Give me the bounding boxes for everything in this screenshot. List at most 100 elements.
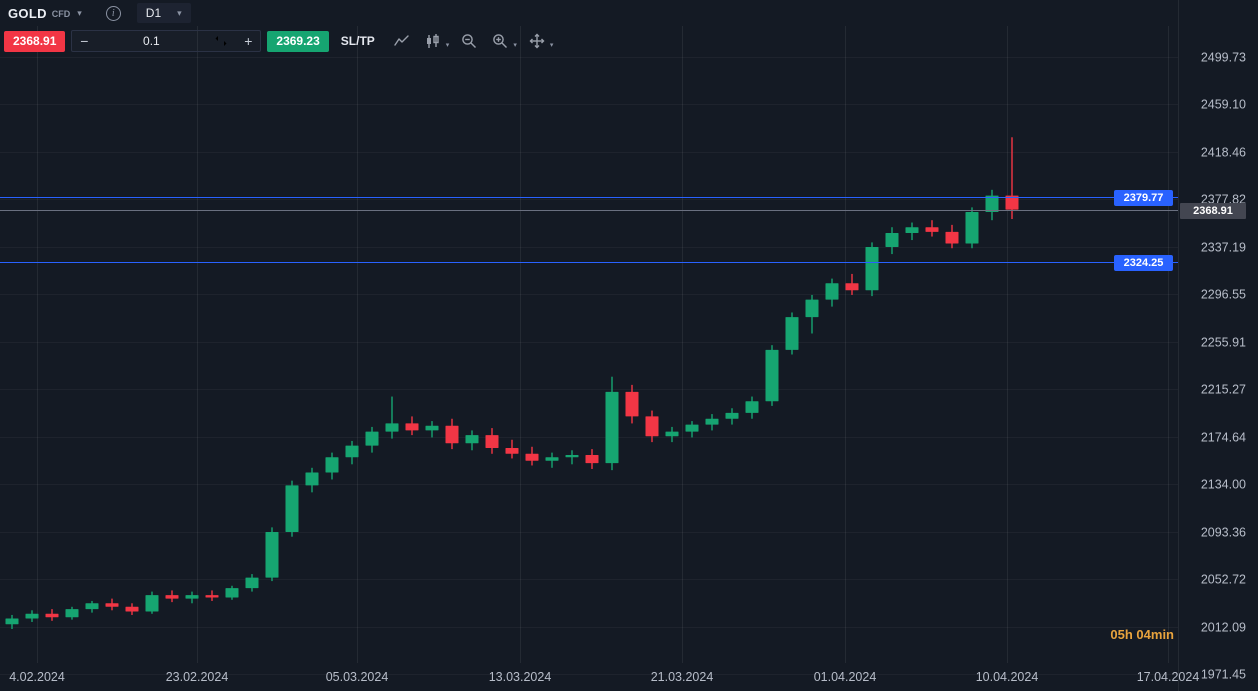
candlestick-chart-type-icon[interactable] bbox=[422, 30, 444, 52]
volume-decrease-button[interactable]: − bbox=[72, 31, 96, 51]
candle-body bbox=[725, 412, 739, 419]
candle-body bbox=[785, 317, 799, 350]
candle-body bbox=[265, 532, 279, 578]
candle-body bbox=[625, 391, 639, 417]
candle-body bbox=[205, 595, 219, 598]
y-axis-label: 2499.73 bbox=[1201, 51, 1246, 65]
current-price-badge: 2368.91 bbox=[1180, 202, 1246, 219]
symbol-name: GOLD bbox=[8, 5, 47, 21]
candle-body bbox=[745, 401, 759, 413]
x-axis-label: 21.03.2024 bbox=[651, 670, 714, 684]
candle-body bbox=[905, 227, 919, 234]
price-level-badge[interactable]: 2379.77 bbox=[1114, 189, 1173, 206]
chevron-down-icon: ▾ bbox=[77, 7, 82, 18]
y-axis-label: 2296.55 bbox=[1201, 288, 1246, 302]
candle-body bbox=[425, 425, 439, 431]
candle-countdown: 05h 04min bbox=[1110, 627, 1174, 642]
candle-body bbox=[845, 283, 859, 291]
candle-body bbox=[245, 577, 259, 589]
candle-body bbox=[305, 472, 319, 486]
info-icon[interactable]: i bbox=[105, 5, 121, 21]
candle-body bbox=[705, 418, 719, 425]
buy-button[interactable]: 2369.23 bbox=[267, 30, 329, 52]
candle-body bbox=[1005, 195, 1019, 210]
timeframe-label: D1 bbox=[145, 6, 162, 20]
y-axis-label: 2174.64 bbox=[1201, 431, 1246, 445]
chevron-down-icon[interactable]: ▾ bbox=[445, 41, 450, 49]
price-level-badge[interactable]: 2324.25 bbox=[1114, 254, 1173, 271]
candle-body bbox=[225, 588, 239, 598]
time-axis[interactable] bbox=[0, 665, 1178, 691]
pan-move-icon[interactable] bbox=[526, 30, 548, 52]
y-axis-label: 2215.27 bbox=[1201, 383, 1246, 397]
line-chart-type-icon[interactable] bbox=[391, 30, 413, 52]
candle-body bbox=[285, 485, 299, 533]
candle-body bbox=[45, 613, 59, 618]
timeframe-selector[interactable]: D1 ▾ bbox=[136, 3, 191, 23]
x-axis-label: 10.04.2024 bbox=[976, 670, 1039, 684]
candle-body bbox=[465, 435, 479, 444]
candle-body bbox=[665, 431, 679, 437]
candle-body bbox=[605, 391, 619, 464]
candle-body bbox=[185, 595, 199, 599]
candle-body bbox=[165, 595, 179, 599]
x-axis-label: 17.04.2024 bbox=[1137, 670, 1200, 684]
y-axis-label: 1971.45 bbox=[1201, 668, 1246, 682]
symbol-header: GOLD CFD ▾ i D1 ▾ bbox=[8, 2, 191, 24]
x-axis-label: 13.03.2024 bbox=[489, 670, 552, 684]
candle-body bbox=[965, 212, 979, 244]
y-axis-label: 2255.91 bbox=[1201, 336, 1246, 350]
candle-body bbox=[525, 453, 539, 461]
candle-body bbox=[25, 613, 39, 619]
candle-body bbox=[485, 435, 499, 448]
x-axis-label: 05.03.2024 bbox=[326, 670, 389, 684]
volume-stepper: − + bbox=[71, 30, 262, 52]
candle-body bbox=[385, 423, 399, 432]
zoom-out-icon[interactable] bbox=[458, 30, 480, 52]
candle-body bbox=[65, 609, 79, 618]
volume-unit-swap-icon[interactable] bbox=[206, 35, 236, 47]
x-axis-label: 01.04.2024 bbox=[814, 670, 877, 684]
candle-body bbox=[805, 299, 819, 318]
chevron-down-icon[interactable]: ▾ bbox=[513, 41, 517, 49]
candle-body bbox=[505, 447, 519, 454]
candle-body bbox=[545, 457, 559, 461]
candle-body bbox=[645, 416, 659, 437]
trade-toolbar: 2368.91 − + 2369.23 SL/TP bbox=[4, 30, 553, 52]
candle-body bbox=[345, 445, 359, 458]
candle-body bbox=[5, 618, 19, 625]
sell-button[interactable]: 2368.91 bbox=[4, 30, 66, 52]
instrument-type-label: CFD bbox=[51, 9, 71, 19]
y-axis-label: 2052.72 bbox=[1201, 573, 1246, 587]
x-axis-label: 23.02.2024 bbox=[166, 670, 229, 684]
candle-body bbox=[585, 454, 599, 464]
candle-body bbox=[125, 606, 139, 612]
chart-tools: ▾ ▾ ▾ bbox=[391, 30, 554, 52]
candle-body bbox=[765, 349, 779, 402]
price-axis[interactable] bbox=[1178, 0, 1258, 660]
y-axis-label: 2012.09 bbox=[1201, 621, 1246, 635]
candle-body bbox=[985, 195, 999, 213]
y-axis-label: 2093.36 bbox=[1201, 526, 1246, 540]
candle-body bbox=[145, 595, 159, 612]
symbol-selector[interactable]: GOLD CFD ▾ bbox=[8, 6, 82, 21]
candle-body bbox=[445, 425, 459, 444]
candle-body bbox=[945, 231, 959, 244]
y-axis-label: 2459.10 bbox=[1201, 98, 1246, 112]
candle-body bbox=[565, 454, 579, 458]
candle-body bbox=[325, 457, 339, 473]
sl-tp-button[interactable]: SL/TP bbox=[340, 34, 375, 48]
volume-increase-button[interactable]: + bbox=[236, 31, 260, 51]
candle-body bbox=[825, 283, 839, 300]
candle-body bbox=[105, 603, 119, 607]
candle-body bbox=[405, 423, 419, 431]
zoom-in-icon[interactable] bbox=[489, 30, 511, 52]
chevron-down-icon: ▾ bbox=[177, 7, 182, 18]
chevron-down-icon[interactable]: ▾ bbox=[549, 41, 554, 49]
y-axis-label: 2337.19 bbox=[1201, 241, 1246, 255]
candle-body bbox=[885, 233, 899, 248]
y-axis-label: 2134.00 bbox=[1201, 478, 1246, 492]
volume-input[interactable] bbox=[96, 34, 207, 48]
